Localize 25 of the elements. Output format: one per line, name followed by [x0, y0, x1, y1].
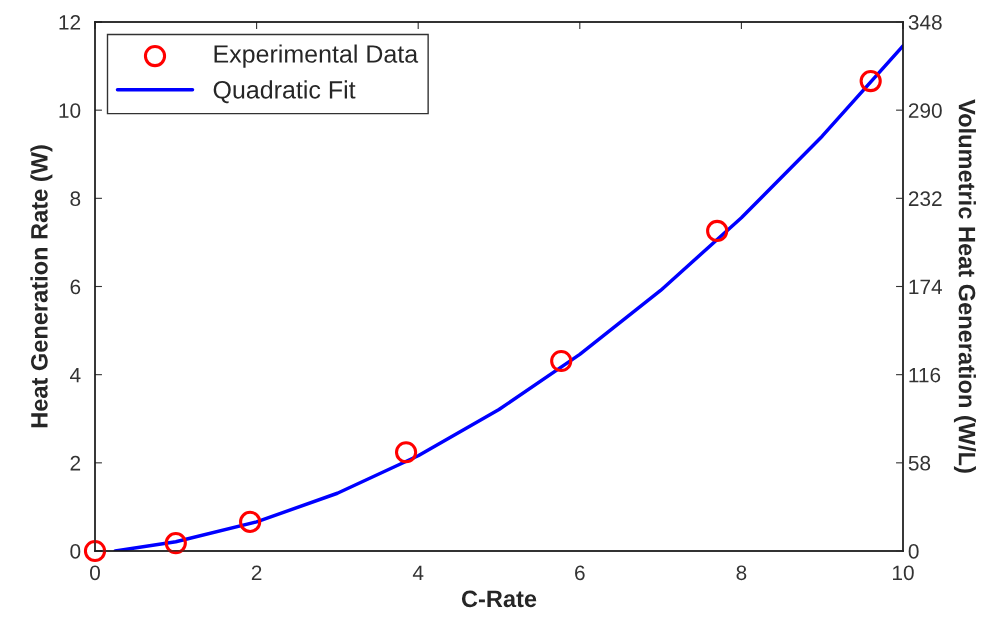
x-tick-label: 4: [412, 565, 424, 580]
x-tick-label: 2: [251, 565, 262, 580]
y-tick-label: 2: [70, 455, 81, 471]
y2-tick-label: 0: [908, 544, 919, 559]
y-tick-label: 10: [59, 103, 81, 118]
y2-tick-label: 348: [908, 15, 942, 30]
legend-label: Quadratic Fit: [213, 80, 356, 104]
y2-tick-label: 290: [908, 103, 942, 118]
y-axis-title: Heat Generation Rate (W): [30, 145, 53, 428]
x-tick-label: 10: [893, 565, 914, 581]
y2-tick-label: 174: [909, 279, 943, 295]
y2-tick-label: 58: [908, 455, 931, 471]
y-tick-label: 4: [70, 367, 81, 383]
x-axis-title: C-Rate: [461, 590, 537, 608]
x-tick-label: 8: [736, 565, 747, 581]
x-tick-label: 6: [575, 565, 585, 581]
x-tick-label: 0: [90, 565, 100, 581]
y2-axis-title: Volumetric Heat Generation (W/L): [953, 99, 976, 473]
y-tick-label: 0: [70, 544, 81, 559]
y2-tick-label: 232: [908, 191, 942, 207]
y2-tick-label: 116: [909, 367, 941, 383]
y-tick-label: 6: [70, 279, 81, 295]
y-tick-label: 8: [70, 191, 81, 207]
y-tick-label: 12: [59, 15, 81, 30]
legend-label: Experimental Data: [214, 44, 419, 68]
